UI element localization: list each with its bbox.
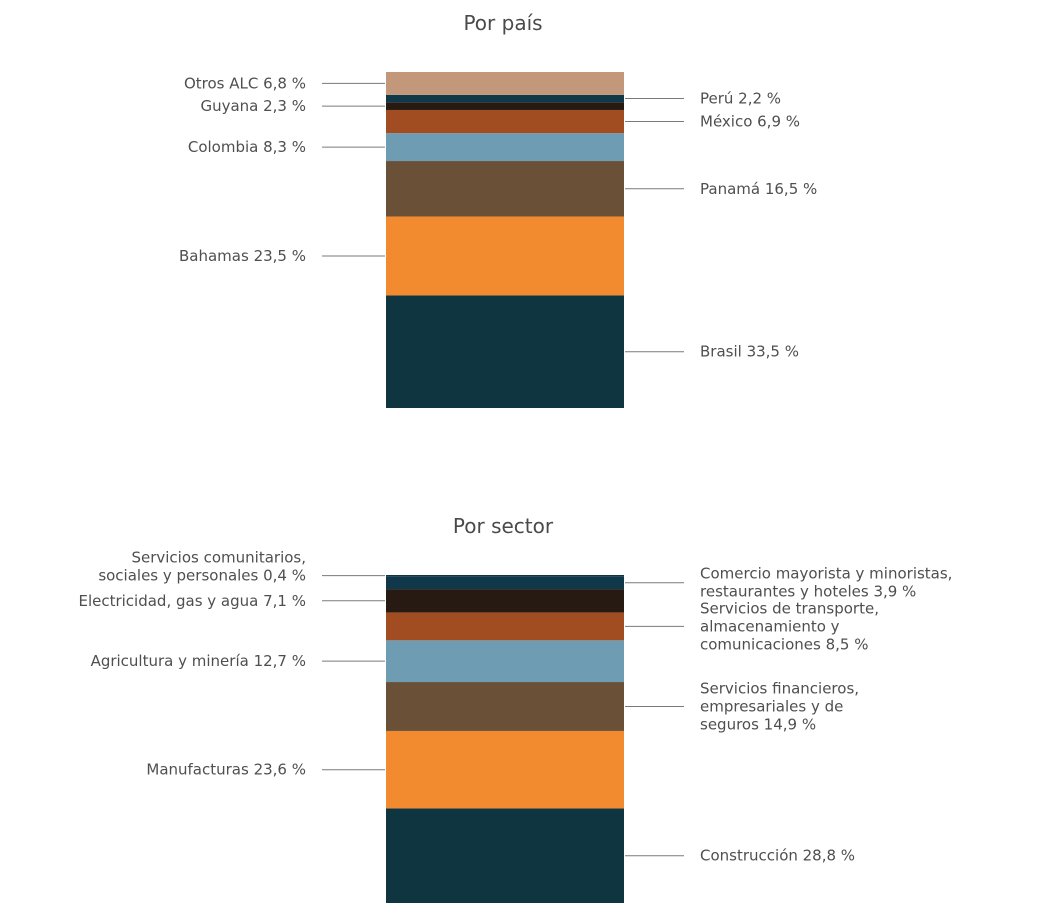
bar-segment-peru [386, 94, 624, 103]
data-label-servicios-comunitarios-sociales-y-personales: Servicios comunitarios, sociales y person… [98, 549, 306, 585]
data-label-manufacturas: Manufacturas 23,6 % [146, 761, 306, 779]
bar-segment-otros-alc [386, 72, 624, 95]
bar-segment-panama [386, 161, 624, 217]
bar-segment-guyana [386, 102, 624, 110]
data-label-otros-alc: Otros ALC 6,8 % [184, 74, 306, 92]
data-label-agricultura-y-mineria: Agricultura y minería 12,7 % [91, 652, 306, 670]
chart-por-sector: Construcción 28,8 % Manufacturas 23,6 % Se… [78, 549, 952, 903]
bar-segment-construccion [386, 808, 624, 903]
bar-segment-brasil [386, 295, 624, 408]
chart-por-pais: Brasil 33,5 % Bahamas 23,5 % Panamá 16,5 %… [179, 72, 817, 408]
data-label-electricidad-gas-y-agua: Electricidad, gas y agua 7,1 % [78, 592, 306, 610]
data-label-colombia: Colombia 8,3 % [188, 138, 306, 156]
data-label-bahamas: Bahamas 23,5 % [179, 247, 306, 265]
bar-segment-comercio-mayorista-y-minoristas-restaurantes-y-hoteles [386, 576, 624, 590]
data-label-servicios-financieros-empresariales-y-de-seguros: Servicios financieros, empresariales y de… [700, 679, 859, 733]
data-label-guyana: Guyana 2,3 % [200, 97, 306, 115]
bar-segment-servicios-financieros-empresariales-y-de-seguros [386, 682, 624, 731]
chart-title-por-pais: Por país [463, 11, 542, 35]
bar-segment-servicios-comunitarios-sociales-y-personales [386, 575, 624, 577]
bar-segment-mexico [386, 109, 624, 134]
chart-title-por-sector: Por sector [453, 514, 554, 538]
data-label-comercio-mayorista-y-minoristas-restaurantes-y-hoteles: Comercio mayorista y minoristas, restaura… [700, 565, 952, 601]
data-label-brasil: Brasil 33,5 % [700, 343, 799, 361]
data-label-panama: Panamá 16,5 % [700, 180, 817, 198]
bar-segment-agricultura-y-mineria [386, 640, 624, 683]
bar-segment-bahamas [386, 216, 624, 296]
bar-segment-colombia [386, 133, 624, 162]
data-label-construccion: Construcción 28,8 % [700, 847, 855, 865]
data-label-peru: Perú 2,2 % [700, 90, 781, 108]
data-label-servicios-de-transporte-almacenamiento-y-comunicaciones: Servicios de transporte, almacenamiento y… [700, 599, 879, 653]
bar-segment-manufacturas [386, 730, 624, 809]
data-label-mexico: México 6,9 % [700, 113, 800, 131]
bar-segment-electricidad-gas-y-agua [386, 589, 624, 613]
bar-segment-servicios-de-transporte-almacenamiento-y-comunicaciones [386, 612, 624, 641]
